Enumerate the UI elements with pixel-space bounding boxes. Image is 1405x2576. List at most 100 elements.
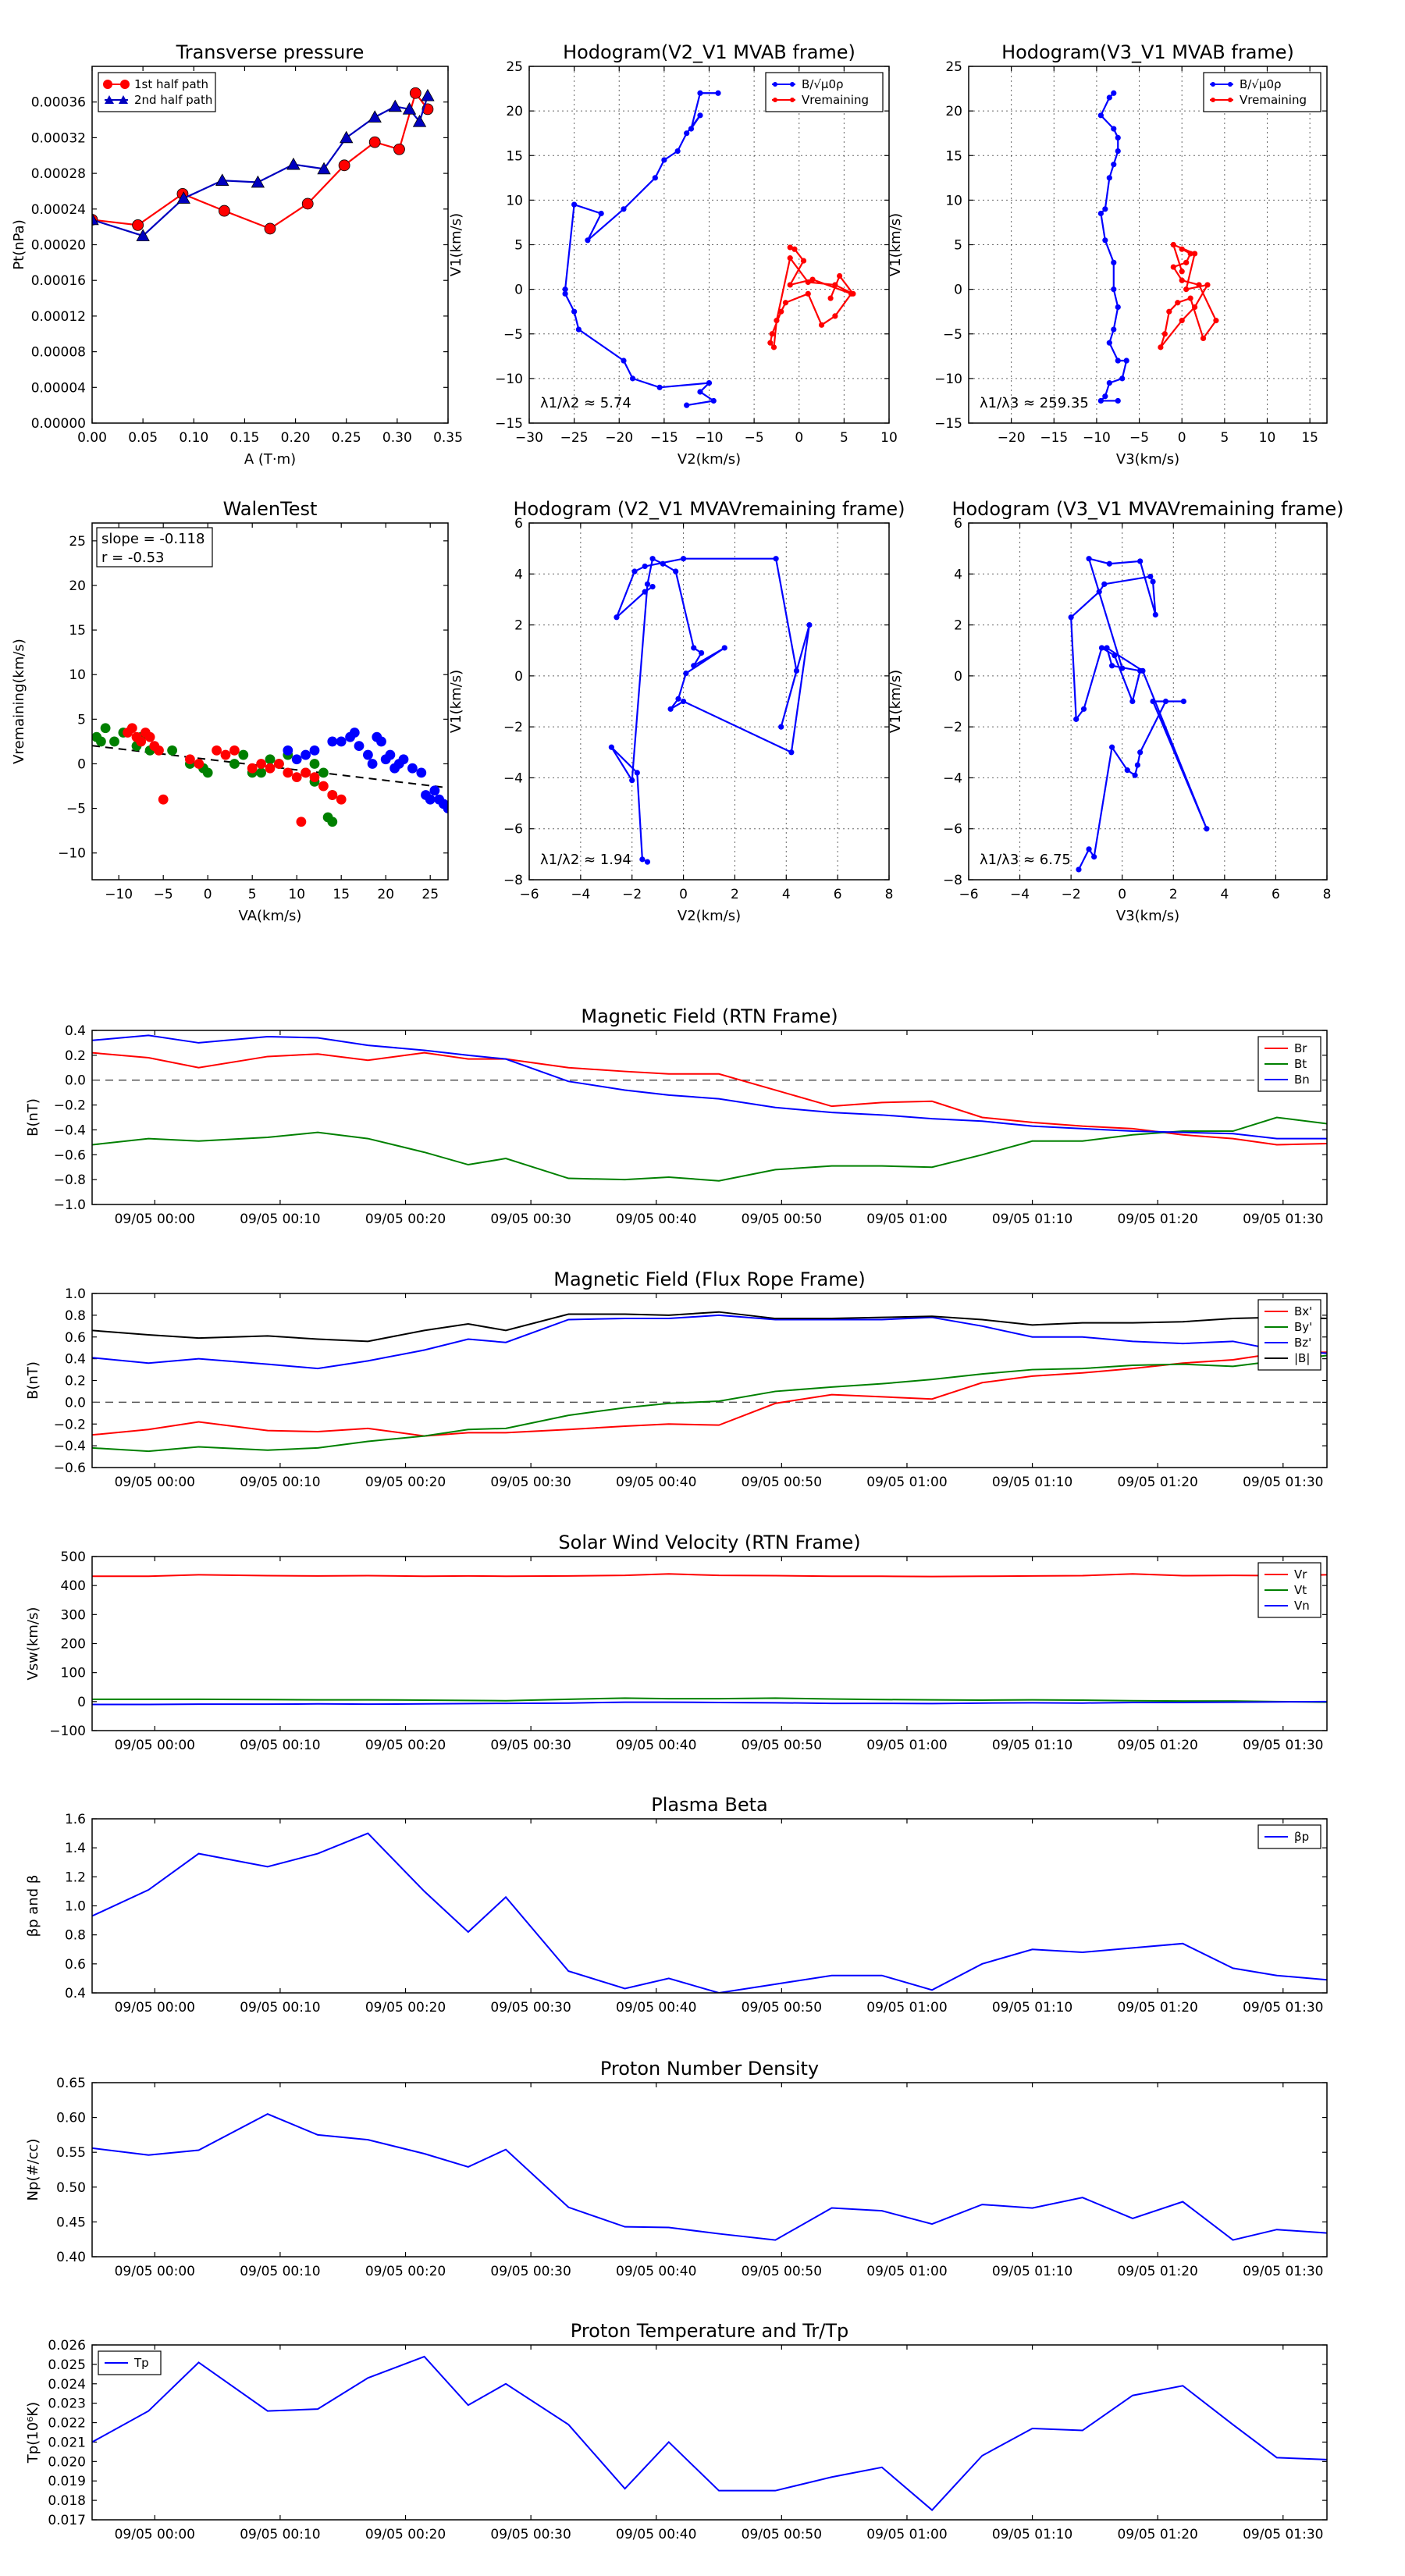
y-tick-label: −0.6 <box>54 1461 86 1476</box>
data-point-marker <box>398 754 409 765</box>
legend-label: Bt <box>1294 1057 1307 1071</box>
data-point-marker <box>220 749 231 760</box>
y-axis-label: B(nT) <box>25 1098 41 1137</box>
data-point-marker <box>1170 241 1176 248</box>
data-point-marker <box>661 157 667 163</box>
x-tick-label: 09/05 01:30 <box>1243 2527 1323 2542</box>
x-tick-label: 09/05 00:50 <box>742 1475 822 1490</box>
x-tick-label: 09/05 01:10 <box>992 2264 1072 2279</box>
data-point-marker <box>215 173 229 187</box>
y-tick-label: −0.6 <box>54 1147 86 1163</box>
data-point-marker <box>212 745 222 756</box>
y-tick-label: 1.2 <box>65 1870 86 1885</box>
x-tick-label: 09/05 00:00 <box>115 1738 195 1753</box>
data-point-marker <box>1109 744 1115 750</box>
x-tick-label: 0 <box>795 430 803 446</box>
y-tick-label: 500 <box>61 1550 86 1565</box>
data-point-marker <box>778 308 784 315</box>
y-tick-label: 5 <box>77 712 86 728</box>
data-point-marker <box>832 282 838 288</box>
x-tick-label: 09/05 01:00 <box>866 1475 947 1490</box>
data-point-marker <box>1097 397 1104 404</box>
data-point-marker <box>100 723 111 734</box>
chart-mag_flux: Magnetic Field (Flux Rope Frame) 09/05 00… <box>25 1268 1328 1490</box>
chart-title: Hodogram (V2_V1 MVAVremaining frame) <box>513 498 905 520</box>
y-tick-label: 6 <box>954 516 962 532</box>
plot-area <box>1068 556 1210 873</box>
data-point-marker <box>301 767 311 778</box>
y-tick-label: 0 <box>514 283 523 298</box>
data-point-marker <box>336 736 347 747</box>
series-line-0 <box>564 92 719 407</box>
data-point-marker <box>92 212 99 226</box>
x-tick-label: 2 <box>731 887 739 902</box>
y-tick-label: 10 <box>506 193 523 208</box>
data-point-marker <box>1183 286 1190 293</box>
y-tick-label: 0.6 <box>65 1957 86 1973</box>
data-point-marker <box>767 340 774 346</box>
data-point-marker <box>774 318 780 324</box>
data-point-marker <box>1204 826 1210 832</box>
legend-label: Vremaining <box>802 93 869 107</box>
axes-frame <box>91 1818 1328 1994</box>
x-axis-label: VA(km/s) <box>239 908 302 924</box>
x-tick-label: 09/05 01:20 <box>1117 1738 1197 1753</box>
data-point-marker <box>631 568 638 575</box>
data-point-marker <box>429 785 440 796</box>
y-tick-label: 5 <box>954 238 962 254</box>
legend-label: B/√μ0ρ <box>802 77 844 91</box>
x-axis-label: V2(km/s) <box>678 908 741 924</box>
y-axis-label: V1(km/s) <box>448 670 464 733</box>
data-point-marker <box>1102 206 1108 212</box>
data-point-marker <box>1115 358 1121 364</box>
data-point-marker <box>393 143 405 155</box>
data-point-marker <box>1106 560 1112 567</box>
data-point-marker <box>680 556 687 562</box>
y-tick-label: 0.00020 <box>31 238 86 254</box>
x-tick-label: −6 <box>959 887 978 902</box>
data-point-marker <box>1104 645 1110 651</box>
data-point-marker <box>354 741 365 752</box>
data-point-marker <box>571 201 578 208</box>
data-point-marker <box>1200 335 1207 342</box>
x-tick-label: 09/05 01:20 <box>1117 2000 1197 2016</box>
annotation-text: λ1/λ2 ≈ 5.74 <box>540 395 631 411</box>
series-line-1 <box>92 1116 1327 1182</box>
y-tick-label: 0.4 <box>65 1986 86 2001</box>
data-point-marker <box>770 344 777 350</box>
x-tick-label: 5 <box>1220 430 1229 446</box>
chart-title: Transverse pressure <box>176 41 365 63</box>
legend-label: Br <box>1294 1041 1307 1055</box>
data-point-marker <box>684 402 690 408</box>
x-tick-label: 09/05 00:40 <box>616 2264 696 2279</box>
data-point-marker <box>194 759 205 769</box>
x-tick-label: −5 <box>745 430 764 446</box>
y-tick-label: −6 <box>943 822 962 838</box>
data-point-marker <box>176 191 190 204</box>
y-tick-label: 0 <box>77 756 86 772</box>
y-tick-label: −0.2 <box>54 1098 86 1114</box>
data-point-marker <box>1179 246 1185 252</box>
series-line-0 <box>92 2355 1327 2511</box>
y-tick-label: 0 <box>77 1695 86 1710</box>
x-tick-label: 20 <box>377 887 394 902</box>
x-tick-label: 8 <box>1323 887 1332 902</box>
series-line-0 <box>1070 557 1208 870</box>
x-tick-label: 10 <box>1259 430 1276 446</box>
legend-marker <box>1211 82 1215 87</box>
data-point-marker <box>649 556 656 562</box>
data-point-marker <box>443 803 448 813</box>
x-tick-label: 09/05 00:10 <box>240 1475 320 1490</box>
y-tick-label: 0.022 <box>48 2416 86 2432</box>
data-point-marker <box>283 767 293 778</box>
y-tick-label: 0.50 <box>56 2180 86 2196</box>
y-tick-label: −5 <box>943 327 962 343</box>
x-tick-label: 0.15 <box>229 430 259 446</box>
y-tick-label: −5 <box>503 327 523 343</box>
data-point-marker <box>136 229 150 241</box>
y-tick-label: 0.026 <box>48 2338 86 2354</box>
x-tick-label: 09/05 00:40 <box>616 2527 696 2542</box>
x-tick-label: 09/05 00:30 <box>490 1212 571 1227</box>
x-tick-label: 5 <box>840 430 848 446</box>
y-tick-label: 1.4 <box>65 1841 86 1856</box>
